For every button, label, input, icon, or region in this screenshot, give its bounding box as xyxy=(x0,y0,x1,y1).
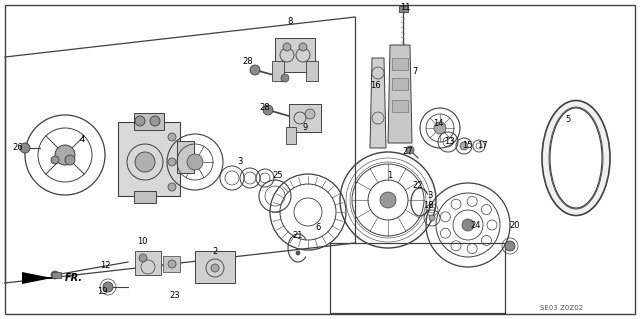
FancyBboxPatch shape xyxy=(306,61,318,81)
FancyBboxPatch shape xyxy=(392,78,408,90)
Text: 15: 15 xyxy=(461,142,472,151)
Text: 12: 12 xyxy=(100,262,110,271)
Circle shape xyxy=(305,109,315,119)
Circle shape xyxy=(51,156,59,164)
Circle shape xyxy=(406,146,414,154)
Circle shape xyxy=(250,65,260,75)
FancyBboxPatch shape xyxy=(275,38,315,72)
FancyBboxPatch shape xyxy=(195,251,235,283)
FancyBboxPatch shape xyxy=(51,271,61,278)
Circle shape xyxy=(168,260,176,268)
FancyBboxPatch shape xyxy=(399,5,408,11)
Text: 10: 10 xyxy=(137,238,147,247)
Text: 3: 3 xyxy=(237,158,243,167)
FancyBboxPatch shape xyxy=(392,100,408,112)
FancyBboxPatch shape xyxy=(163,256,180,272)
Ellipse shape xyxy=(550,108,602,208)
Circle shape xyxy=(20,143,30,153)
Text: 2: 2 xyxy=(212,248,218,256)
Circle shape xyxy=(299,43,307,51)
Ellipse shape xyxy=(542,100,610,216)
Text: 26: 26 xyxy=(13,144,23,152)
Circle shape xyxy=(211,264,219,272)
Circle shape xyxy=(55,145,75,165)
FancyBboxPatch shape xyxy=(134,191,156,203)
Text: 5: 5 xyxy=(565,115,571,124)
Circle shape xyxy=(168,158,176,166)
Text: 13: 13 xyxy=(444,137,454,146)
Circle shape xyxy=(150,116,160,126)
FancyBboxPatch shape xyxy=(135,251,161,275)
Circle shape xyxy=(462,219,474,231)
Text: 14: 14 xyxy=(433,120,444,129)
Circle shape xyxy=(135,116,145,126)
Polygon shape xyxy=(22,272,52,284)
Text: 1: 1 xyxy=(387,170,392,180)
Text: 6: 6 xyxy=(316,224,321,233)
Circle shape xyxy=(51,271,59,279)
Text: 28: 28 xyxy=(260,103,270,113)
FancyBboxPatch shape xyxy=(177,141,194,173)
Polygon shape xyxy=(388,45,412,143)
Circle shape xyxy=(139,254,147,262)
Text: 16: 16 xyxy=(370,81,380,91)
Text: 4: 4 xyxy=(79,136,84,145)
Text: 17: 17 xyxy=(477,142,487,151)
Circle shape xyxy=(429,215,435,221)
FancyBboxPatch shape xyxy=(392,58,408,70)
Circle shape xyxy=(135,152,155,172)
Circle shape xyxy=(372,67,384,79)
Polygon shape xyxy=(370,58,386,148)
Text: 25: 25 xyxy=(273,170,284,180)
Text: 23: 23 xyxy=(170,291,180,300)
Circle shape xyxy=(168,183,176,191)
Text: 19: 19 xyxy=(97,287,108,296)
FancyBboxPatch shape xyxy=(134,113,164,130)
FancyBboxPatch shape xyxy=(289,104,321,132)
Text: 27: 27 xyxy=(403,147,413,157)
Text: 3: 3 xyxy=(428,191,433,201)
Text: 22: 22 xyxy=(413,181,423,189)
Circle shape xyxy=(505,241,515,251)
FancyBboxPatch shape xyxy=(118,122,180,196)
Text: 21: 21 xyxy=(292,231,303,240)
Circle shape xyxy=(460,142,468,150)
Circle shape xyxy=(65,155,75,165)
Text: 11: 11 xyxy=(400,4,410,12)
Circle shape xyxy=(263,105,273,115)
Circle shape xyxy=(283,43,291,51)
FancyBboxPatch shape xyxy=(272,61,284,81)
Text: 9: 9 xyxy=(302,123,308,132)
FancyBboxPatch shape xyxy=(286,127,296,144)
Circle shape xyxy=(168,133,176,141)
Circle shape xyxy=(434,122,446,134)
Text: SE03 Z0Z02: SE03 Z0Z02 xyxy=(540,305,583,311)
Text: 20: 20 xyxy=(509,221,520,231)
Circle shape xyxy=(281,74,289,82)
Text: FR.: FR. xyxy=(65,273,83,283)
Circle shape xyxy=(187,154,203,170)
Text: 28: 28 xyxy=(243,57,253,66)
Text: 24: 24 xyxy=(471,221,481,231)
Circle shape xyxy=(103,282,113,292)
Text: 18: 18 xyxy=(422,202,433,211)
Circle shape xyxy=(296,251,300,255)
Text: 8: 8 xyxy=(287,18,292,26)
Text: 7: 7 xyxy=(412,68,418,77)
Circle shape xyxy=(380,192,396,208)
